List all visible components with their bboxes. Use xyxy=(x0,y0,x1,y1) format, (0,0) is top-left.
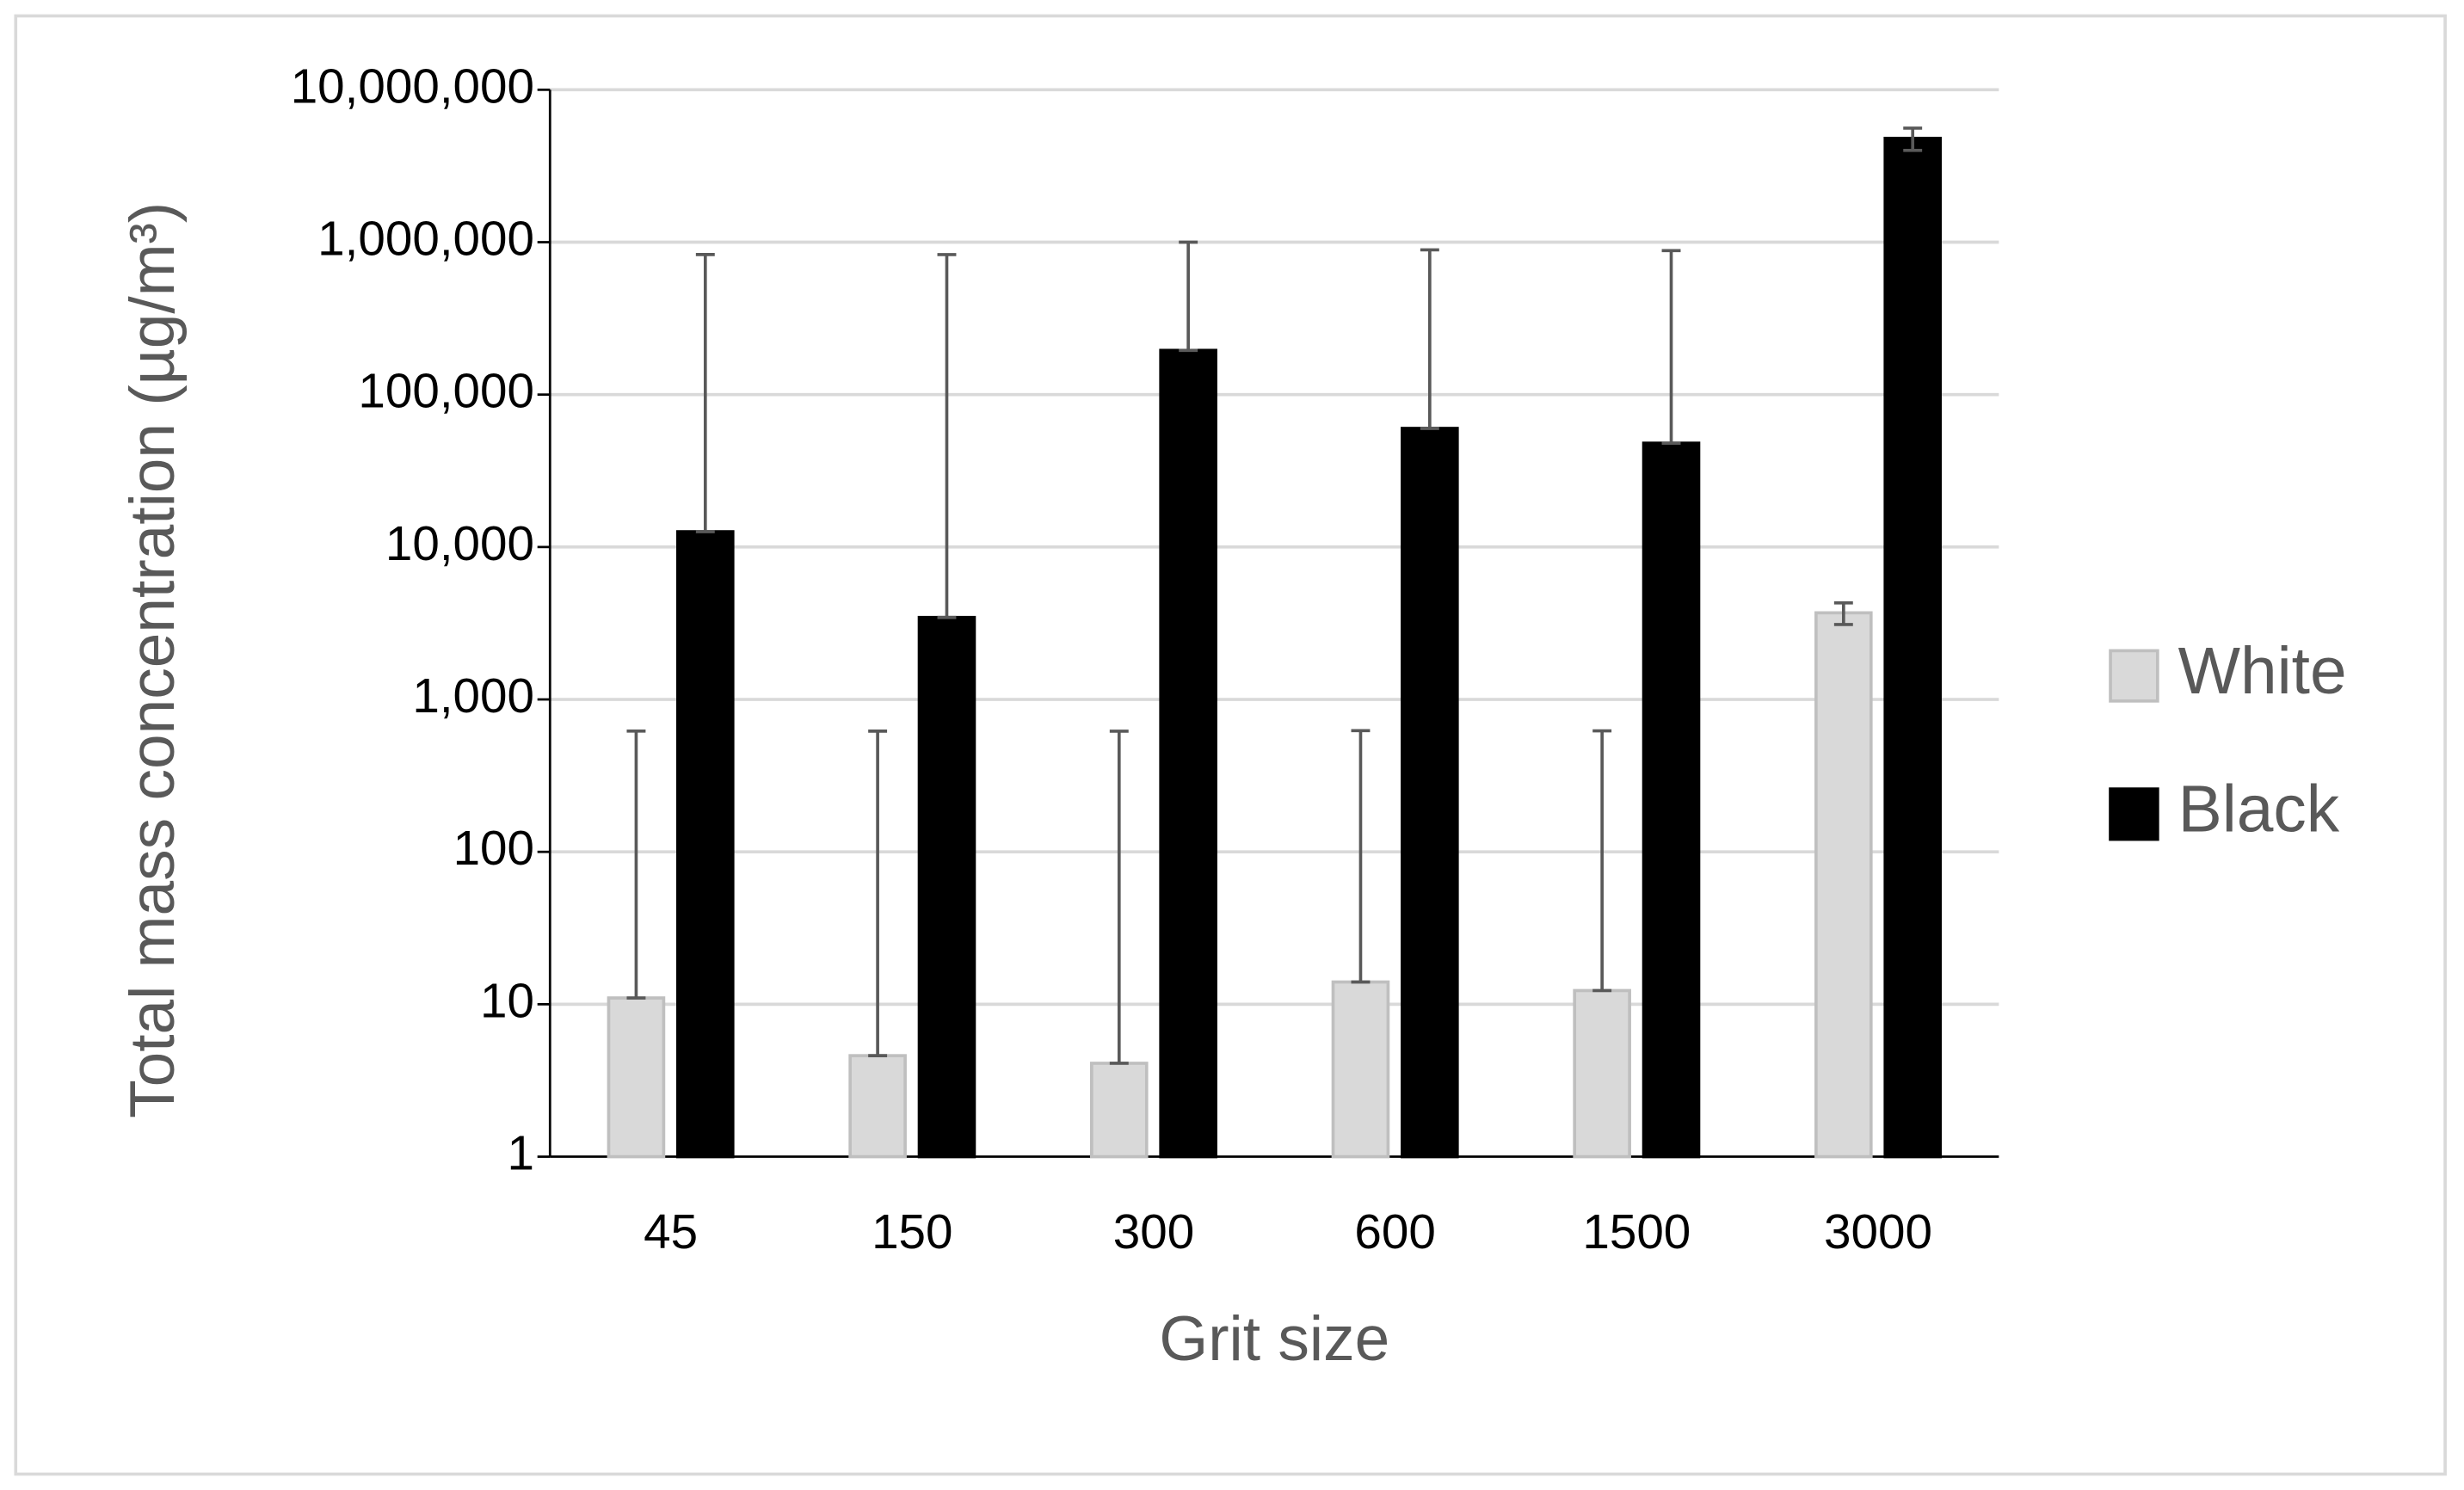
chart-border xyxy=(14,14,2447,1476)
x-tick-label: 300 xyxy=(1113,1204,1194,1259)
bar xyxy=(1883,136,1942,1159)
y-tick-label: 100,000 xyxy=(358,364,534,418)
y-tick-label: 10,000,000 xyxy=(291,58,534,113)
legend-label: Black xyxy=(2178,773,2340,847)
bar xyxy=(1573,988,1631,1159)
x-tick-label: 45 xyxy=(644,1204,698,1259)
legend-label: White xyxy=(2178,635,2347,708)
bar xyxy=(917,615,976,1159)
y-tick-label: 1 xyxy=(508,1126,534,1180)
y-tick-label: 10,000 xyxy=(385,516,534,570)
bar xyxy=(607,996,666,1159)
bar xyxy=(1331,980,1390,1159)
bar xyxy=(1814,611,1873,1159)
y-tick-label: 1,000,000 xyxy=(317,211,534,265)
bar xyxy=(1159,348,1217,1159)
y-tick-label: 1,000 xyxy=(412,668,534,723)
x-tick-label: 150 xyxy=(872,1204,952,1259)
y-tick-label: 100 xyxy=(453,821,534,875)
x-tick-label: 1500 xyxy=(1582,1204,1691,1259)
x-tick-label: 600 xyxy=(1354,1204,1435,1259)
legend-swatch xyxy=(2109,787,2159,841)
x-tick-label: 3000 xyxy=(1824,1204,1932,1259)
bar xyxy=(1401,427,1459,1159)
legend-swatch xyxy=(2109,649,2159,703)
bar xyxy=(676,530,735,1159)
x-axis-title: Grit size xyxy=(1159,1304,1389,1374)
y-axis-title: Total mass concentration (µg/m³) xyxy=(118,202,188,1118)
bar xyxy=(1642,441,1701,1159)
bar xyxy=(1090,1062,1149,1159)
y-tick-label: 10 xyxy=(480,973,534,1027)
bar xyxy=(848,1054,907,1159)
